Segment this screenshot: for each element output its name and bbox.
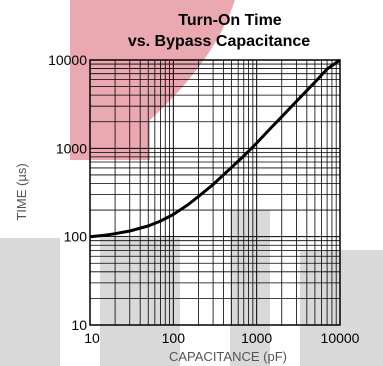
y-tick-label: 100 — [64, 229, 88, 245]
y-tick-label: 10000 — [48, 52, 87, 68]
y-axis-label: TIME (µs) — [14, 163, 29, 220]
watermark-gray-block — [300, 250, 383, 366]
x-axis-label: CAPACITANCE (pF) — [169, 349, 287, 364]
chart-title-line2: vs. Bypass Capacitance — [128, 33, 310, 50]
chart-title-line1: Turn-On Time — [178, 12, 282, 29]
watermark-gray-bar — [230, 210, 270, 366]
x-tick-label: 10 — [84, 330, 100, 346]
y-tick-labels: 10 100 1000 10000 — [48, 52, 87, 333]
series-line — [89, 58, 341, 239]
watermark-red-shape — [70, 0, 235, 160]
y-tick-label: 10 — [71, 317, 87, 333]
y-tick-label: 1000 — [56, 140, 87, 156]
x-tick-label: 1000 — [241, 330, 272, 346]
x-tick-labels: 10 100 1000 10000 — [84, 330, 359, 346]
grid — [90, 60, 340, 325]
plot-frame — [89, 59, 341, 326]
watermark-gray-bar — [0, 238, 60, 366]
x-tick-label: 10000 — [321, 330, 360, 346]
x-tick-label: 100 — [162, 330, 186, 346]
